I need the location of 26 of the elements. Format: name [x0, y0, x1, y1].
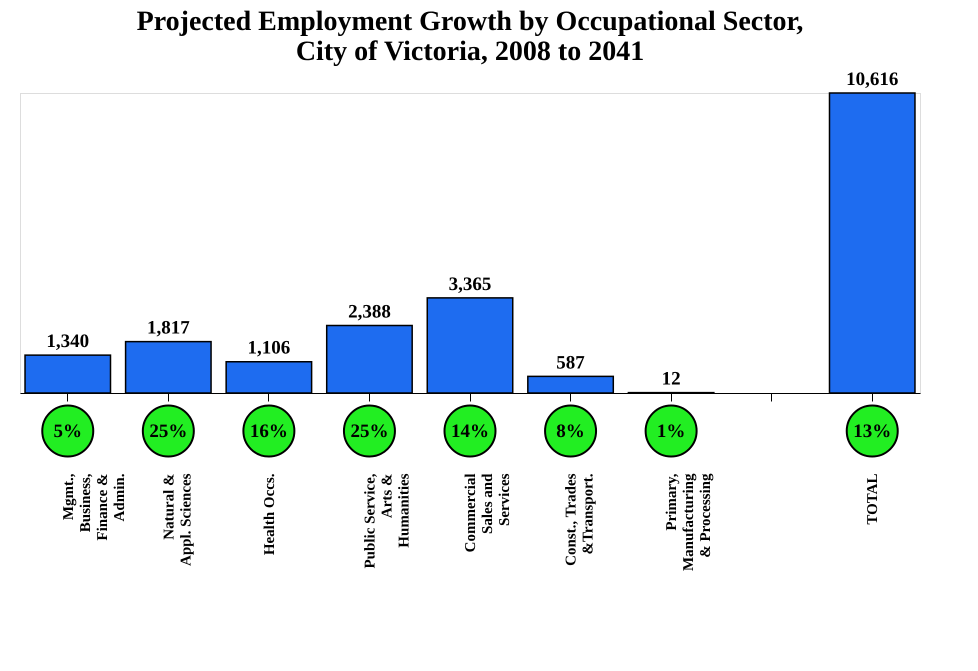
text: City of Victoria, 2008 to 2041: [296, 36, 644, 67]
data-label: 2,388: [348, 302, 391, 323]
text: 14%: [451, 421, 489, 442]
data-label: 1,817: [146, 318, 190, 339]
text: 25%: [149, 421, 188, 442]
text: 1%: [656, 421, 686, 442]
x-tick-label: Mgmt., Business, Finance & Admin.: [60, 473, 128, 541]
text: 13%: [853, 421, 892, 442]
data-label: 10,616: [846, 69, 898, 90]
data-label: 1,106: [248, 338, 290, 359]
x-tick-label: Primary, Manufacturing & Processing: [664, 473, 714, 571]
text: 16%: [250, 421, 288, 442]
x-tick-label: Health Occs.: [262, 473, 278, 556]
data-label: 12: [662, 368, 681, 390]
x-tick-label: Natural & Appl. Sciences: [161, 473, 194, 566]
x-tick-label: Public Service, Arts & Humanities: [362, 473, 412, 568]
data-label: 3,365: [448, 274, 492, 295]
text: 25%: [350, 421, 388, 442]
x-tick-label: Const., Trades &Transport.: [564, 473, 597, 566]
data-label: 587: [556, 352, 586, 374]
data-label: 1,340: [46, 331, 90, 352]
text: 5%: [54, 421, 82, 442]
x-tick-label: Commercial Sales and Services: [463, 472, 513, 552]
text: 8%: [556, 421, 585, 442]
text: Projected Employment Growth by Occupational Sector,: [136, 6, 804, 37]
x-tick-label: TOTAL: [865, 474, 882, 525]
